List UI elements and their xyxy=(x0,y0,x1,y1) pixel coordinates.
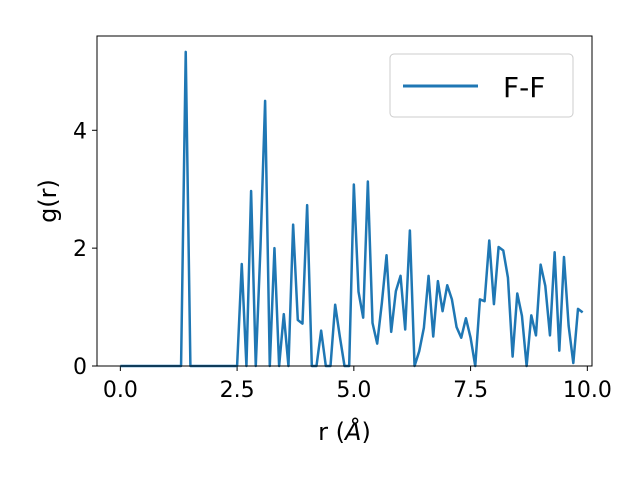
x-tick-label: 10.0 xyxy=(563,378,612,403)
y-tick-label: 2 xyxy=(73,237,87,262)
legend-box xyxy=(389,53,574,118)
plot-frame xyxy=(96,35,593,367)
ticks-layer: 0.0 2.5 5.0 7.5 10.0 0 2 4 xyxy=(73,119,612,403)
x-axis-label: r (Å) xyxy=(318,417,371,446)
y-tick-label: 0 xyxy=(73,355,87,380)
x-tick-label: 2.5 xyxy=(220,378,255,403)
x-tick-label: 5.0 xyxy=(336,378,371,403)
y-tick-label: 4 xyxy=(73,119,87,144)
x-tick-label: 7.5 xyxy=(453,378,488,403)
legend: F-F xyxy=(389,53,574,118)
x-axis-label-text: r ( xyxy=(318,418,345,446)
y-axis-label: g(r) xyxy=(34,179,62,223)
x-axis-label-unit: Å xyxy=(343,417,361,446)
x-axis-label-close: ) xyxy=(361,418,370,446)
x-tick-label: 0.0 xyxy=(103,378,138,403)
legend-label-f-f: F-F xyxy=(503,71,545,104)
